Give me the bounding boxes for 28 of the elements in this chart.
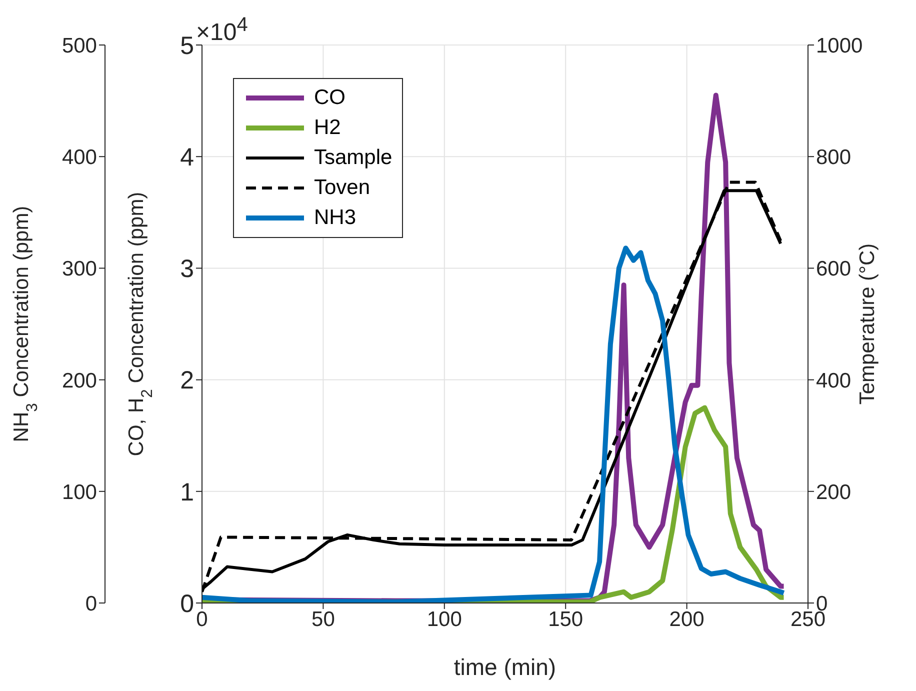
y3-tick-label: 100 xyxy=(62,480,97,504)
y3-tick-label: 200 xyxy=(62,369,97,392)
legend-label: Tsample xyxy=(314,146,392,170)
y2-axis-title: Temperature (°C) xyxy=(856,243,879,405)
y3-tick-label: 400 xyxy=(62,146,97,170)
y-tick-label: 2 xyxy=(180,366,194,395)
y2-tick-label: 1000 xyxy=(816,34,863,58)
y2-tick-label: 800 xyxy=(816,146,852,170)
x-axis-title: time (min) xyxy=(454,654,556,680)
legend-label: NH3 xyxy=(314,206,356,230)
x-tick-label: 150 xyxy=(548,608,584,631)
x-tick-label: 50 xyxy=(312,608,335,631)
legend-label: CO xyxy=(314,86,346,110)
x-tick-label: 200 xyxy=(669,608,704,631)
x-tick-label: 100 xyxy=(426,608,462,631)
y2-tick-label: 400 xyxy=(816,369,852,392)
legend-label: Toven xyxy=(314,176,370,200)
y-tick-label: 1 xyxy=(180,478,194,506)
y-tick-label: 3 xyxy=(180,255,194,284)
legend-label: H2 xyxy=(314,116,341,140)
y-tick-label: 4 xyxy=(180,143,194,172)
annotation: ×10$^{4}$ xyxy=(196,14,248,47)
y3-tick-label: 500 xyxy=(62,34,97,58)
y-tick-label: 5 xyxy=(180,32,194,60)
y2-tick-label: 200 xyxy=(816,480,852,504)
y3-tick-label: 300 xyxy=(62,258,97,281)
y3-tick-label: 0 xyxy=(85,592,97,616)
y2-tick-label: 600 xyxy=(816,258,852,281)
